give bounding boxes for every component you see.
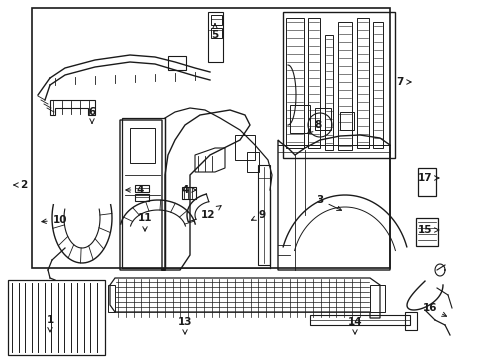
Text: 7: 7 xyxy=(396,77,411,87)
Text: 17: 17 xyxy=(417,173,439,183)
Bar xyxy=(416,218,438,246)
Text: 3: 3 xyxy=(317,195,342,210)
Text: 14: 14 xyxy=(348,317,362,334)
Text: 1: 1 xyxy=(47,315,53,332)
Text: 9: 9 xyxy=(251,210,266,220)
Bar xyxy=(168,56,186,70)
Text: 6: 6 xyxy=(88,107,96,123)
Bar xyxy=(208,12,223,62)
Text: 12: 12 xyxy=(201,206,221,220)
Bar xyxy=(135,185,149,192)
Bar xyxy=(211,28,222,38)
Bar xyxy=(340,112,354,130)
Bar xyxy=(32,8,390,268)
Text: 4: 4 xyxy=(126,185,144,195)
Text: 8: 8 xyxy=(308,120,321,132)
Bar xyxy=(135,194,149,201)
Bar xyxy=(315,108,331,130)
Bar xyxy=(130,128,155,163)
Bar xyxy=(283,12,395,158)
Text: 13: 13 xyxy=(178,317,192,334)
Text: 2: 2 xyxy=(14,180,27,190)
Text: 10: 10 xyxy=(42,215,67,225)
Text: 4: 4 xyxy=(181,185,196,195)
Bar xyxy=(418,168,436,196)
Text: 5: 5 xyxy=(211,24,219,40)
Bar xyxy=(290,105,310,133)
Text: 15: 15 xyxy=(418,225,439,235)
Bar xyxy=(182,187,196,199)
Text: 11: 11 xyxy=(138,213,152,231)
Bar xyxy=(235,135,255,160)
Bar xyxy=(258,165,270,265)
Bar xyxy=(310,315,410,325)
Bar xyxy=(211,15,222,25)
Text: 16: 16 xyxy=(423,303,446,316)
Bar xyxy=(247,152,259,172)
Bar xyxy=(405,312,417,330)
